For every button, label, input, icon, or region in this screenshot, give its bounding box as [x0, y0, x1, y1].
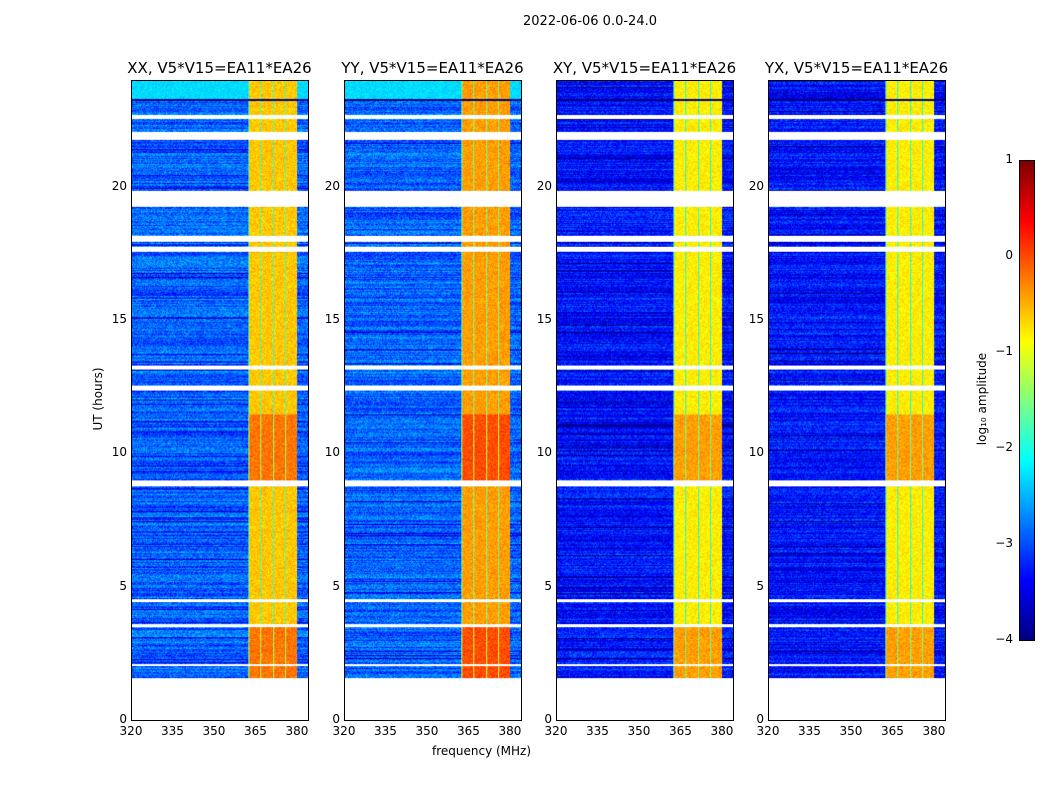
x-tick-label: 350 — [839, 724, 863, 738]
y-tick-label: 10 — [111, 445, 127, 460]
x-tick-label: 365 — [881, 724, 904, 738]
y-tick-label: 0 — [332, 712, 340, 726]
colorbar-tick-label: −4 — [995, 632, 1013, 646]
x-tick-label: 335 — [798, 724, 821, 738]
y-tick-label: 15 — [536, 312, 552, 326]
y-tick-label: 0 — [756, 712, 764, 726]
spectrogram-panel — [556, 80, 734, 721]
y-tick-label: 20 — [536, 178, 552, 193]
x-tick-label: 380 — [710, 724, 734, 738]
y-tick-label: 20 — [748, 178, 764, 193]
colorbar-tick-label: −2 — [995, 440, 1013, 454]
x-tick-label: 350 — [415, 724, 439, 738]
y-axis-label: UT (hours) — [91, 367, 105, 431]
y-tick-label: 20 — [111, 178, 127, 193]
spectrogram-panel — [768, 80, 946, 721]
x-tick-label: 320 — [119, 724, 143, 738]
x-axis-label: frequency (MHz) — [432, 744, 532, 758]
x-tick-label: 350 — [202, 724, 226, 738]
x-tick-label: 320 — [544, 724, 568, 738]
x-tick-label: 365 — [669, 724, 692, 738]
x-tick-label: 380 — [922, 724, 946, 738]
x-tick-label: 335 — [374, 724, 397, 738]
colorbar — [1019, 160, 1035, 641]
x-tick-label: 320 — [332, 724, 356, 738]
x-tick-label: 335 — [161, 724, 184, 738]
x-tick-label: 320 — [756, 724, 780, 738]
y-tick-label: 15 — [748, 312, 764, 326]
x-tick-label: 380 — [285, 724, 309, 738]
spectrogram-panel — [131, 80, 309, 721]
suptitle: 2022-06-06 0.0-24.0 — [523, 14, 657, 29]
y-tick-label: 15 — [324, 312, 340, 326]
y-tick-label: 0 — [544, 712, 552, 726]
colorbar-tick-label: −1 — [995, 344, 1013, 358]
x-tick-label: 335 — [586, 724, 609, 738]
y-tick-label: 15 — [111, 312, 127, 326]
colorbar-label: log₁₀ amplitude — [975, 352, 989, 446]
panel-title: XY, V5*V15=EA11*EA26 — [552, 59, 737, 77]
y-tick-label: 20 — [324, 178, 340, 193]
x-tick-label: 365 — [457, 724, 480, 738]
y-tick-label: 5 — [544, 578, 552, 593]
y-tick-label: 10 — [324, 445, 340, 460]
y-tick-label: 5 — [332, 578, 340, 593]
panel-title: XX, V5*V15=EA11*EA26 — [127, 59, 312, 77]
y-tick-label: 5 — [756, 578, 764, 593]
panel-title: YY, V5*V15=EA11*EA26 — [341, 59, 524, 77]
x-tick-label: 350 — [627, 724, 651, 738]
spectrogram-panel — [344, 80, 522, 721]
y-tick-label: 10 — [748, 445, 764, 460]
colorbar-tick-label: −3 — [995, 536, 1013, 550]
y-tick-label: 0 — [119, 712, 127, 726]
panel-title: YX, V5*V15=EA11*EA26 — [764, 59, 949, 77]
y-tick-label: 10 — [536, 445, 552, 460]
x-tick-label: 380 — [498, 724, 522, 738]
y-tick-label: 5 — [119, 578, 127, 593]
colorbar-tick-label: 0 — [1005, 248, 1013, 262]
colorbar-tick-label: 1 — [1005, 152, 1013, 166]
x-tick-label: 365 — [244, 724, 267, 738]
